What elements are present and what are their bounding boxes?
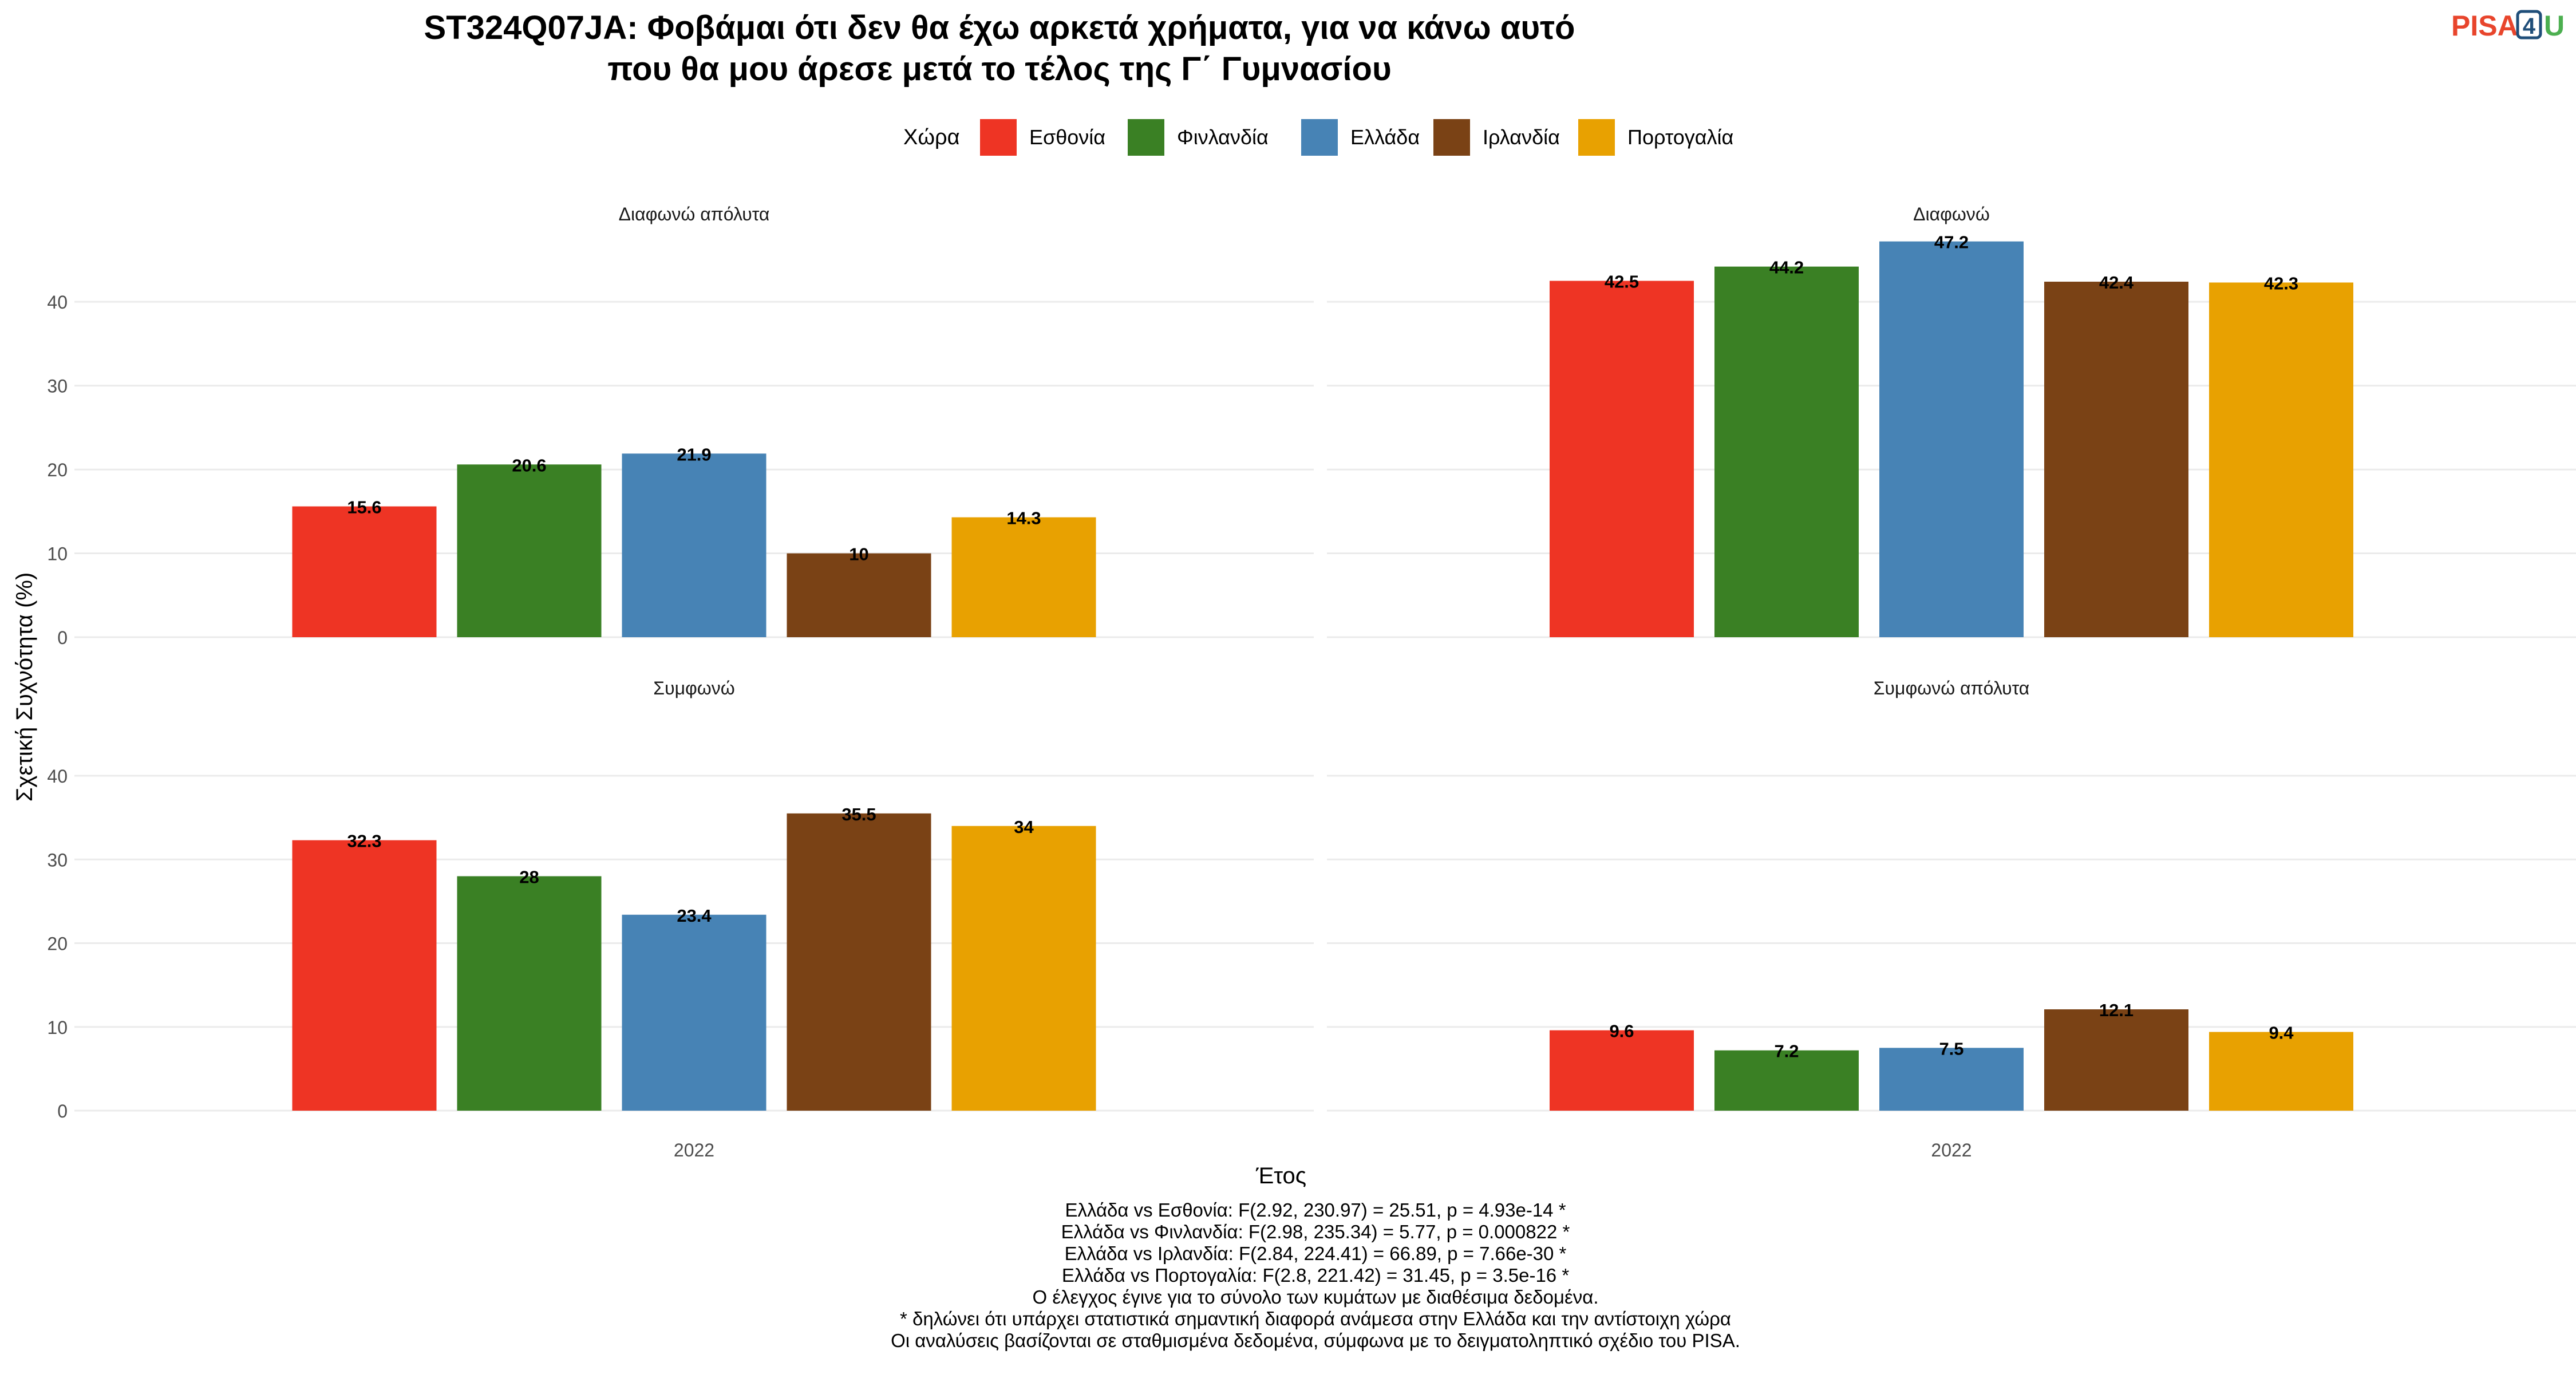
bar-Πορτογαλία <box>2209 282 2353 637</box>
panel-title-1: Διαφωνώ απόλυτα <box>619 204 770 224</box>
legend-label-1: Εσθονία <box>1029 125 1105 149</box>
chart-title-line-1: ST324Q07JA: Φοβάμαι ότι δεν θα έχω αρκετ… <box>424 9 1575 46</box>
data-label: 9.6 <box>1609 1021 1634 1041</box>
data-label: 10 <box>849 544 868 564</box>
footnote-line-7: Οι αναλύσεις βασίζονται σε σταθμισμένα δ… <box>891 1330 1740 1351</box>
bar-Ελλάδα <box>1879 241 2024 637</box>
legend-label-4: Ιρλανδία <box>1483 125 1560 149</box>
legend-swatch-4 <box>1433 119 1470 156</box>
bar-Φινλανδία <box>457 464 602 637</box>
footnote-line-4: Ελλάδα vs Πορτογαλία: F(2.8, 221.42) = 3… <box>1062 1265 1569 1286</box>
panels: Διαφωνώ απόλυτα 0 10 20 30 40 15.6 20.6 21.9 10 14… <box>47 204 2576 1160</box>
bar-Εσθονία <box>1550 281 1694 637</box>
legend-label-5: Πορτογαλία <box>1627 125 1733 149</box>
footnote-line-1: Ελλάδα vs Εσθονία: F(2.92, 230.97) = 25.… <box>1065 1199 1566 1221</box>
legend-label-2: Φινλανδία <box>1177 125 1269 149</box>
logo-text: PISA <box>2451 10 2518 42</box>
y-tick-label: 10 <box>47 1017 68 1038</box>
bar-Ιρλανδία <box>2044 1009 2188 1111</box>
y-tick-label: 30 <box>47 376 68 397</box>
bar-Φινλανδία <box>457 876 602 1111</box>
y-tick-label: 30 <box>47 850 68 870</box>
bar-Εσθονία <box>292 840 437 1111</box>
legend-swatch-3 <box>1301 119 1338 156</box>
data-label: 15.6 <box>347 498 381 518</box>
data-label: 9.4 <box>2269 1023 2294 1043</box>
bar-Ελλάδα <box>622 453 767 637</box>
x-tick-label: 2022 <box>1931 1140 1971 1160</box>
footnote-line-6: * δηλώνει ότι υπάρχει στατιστικά σημαντι… <box>900 1308 1731 1329</box>
y-axis-label: Σχετική Συχνότητα (%) <box>12 572 37 802</box>
bar-Φινλανδία <box>1714 266 1859 637</box>
chart-title-line-2: που θα μου άρεσε μετά το τέλος της Γ΄ Γυ… <box>607 50 1391 88</box>
legend-swatch-5 <box>1578 119 1615 156</box>
data-label: 32.3 <box>347 831 381 851</box>
data-label: 20.6 <box>512 455 546 475</box>
logo-digit-box <box>2516 10 2542 40</box>
data-label: 23.4 <box>677 906 712 926</box>
panel-title-4: Συμφωνώ απόλυτα <box>1874 678 2030 698</box>
x-axis-label: Έτος <box>1255 1163 1306 1189</box>
y-tick-label: 0 <box>57 627 68 648</box>
logo-letter: U <box>2544 10 2565 42</box>
pisa4u-logo: PISA 4 U <box>2451 10 2565 42</box>
bar-Εσθονία <box>1550 1030 1694 1111</box>
y-tick-label: 20 <box>47 460 68 480</box>
data-label: 42.4 <box>2099 273 2134 293</box>
data-label: 7.5 <box>1939 1039 1963 1059</box>
panel-title-2: Διαφωνώ <box>1913 204 1990 224</box>
legend-label-3: Ελλάδα <box>1350 125 1420 149</box>
data-label: 34 <box>1014 817 1034 837</box>
data-label: 35.5 <box>841 804 876 824</box>
y-tick-label: 0 <box>57 1101 68 1122</box>
footnote-line-2: Ελλάδα vs Φινλανδία: F(2.98, 235.34) = 5… <box>1061 1221 1570 1242</box>
panel-4: Συμφωνώ απόλυτα 9.6 7.2 7.5 12.1 9.4 2022 <box>1327 678 2576 1160</box>
footnote-line-3: Ελλάδα vs Ιρλανδία: F(2.84, 224.41) = 66… <box>1065 1243 1567 1264</box>
footnotes: Ελλάδα vs Εσθονία: F(2.92, 230.97) = 25.… <box>891 1199 1740 1351</box>
bar-Πορτογαλία <box>2209 1032 2353 1111</box>
data-label: 47.2 <box>1934 232 1969 252</box>
bar-Εσθονία <box>292 506 437 637</box>
legend: Χώρα Εσθονία Φινλανδία Ελλάδα Ιρλανδία Πορτο… <box>903 119 1733 156</box>
y-tick-label: 40 <box>47 766 68 787</box>
footnote-line-5: Ο έλεγχος έγινε για το σύνολο των κυμάτω… <box>1033 1286 1599 1308</box>
data-label: 14.3 <box>1006 508 1041 528</box>
data-label: 42.5 <box>1605 272 1639 292</box>
y-tick-label: 20 <box>47 934 68 954</box>
legend-swatch-2 <box>1128 119 1164 156</box>
bar-Ελλάδα <box>622 914 767 1111</box>
bar-Ιρλανδία <box>2044 282 2188 637</box>
panel-2: Διαφωνώ 42.5 44.2 47.2 42.4 42.3 <box>1327 204 2576 638</box>
y-tick-label: 10 <box>47 544 68 564</box>
panel-1: Διαφωνώ απόλυτα 0 10 20 30 40 15.6 20.6 21.9 10 14… <box>47 204 1314 648</box>
bar-Ιρλανδία <box>787 553 931 637</box>
legend-swatch-1 <box>980 119 1017 156</box>
y-tick-label: 40 <box>47 292 68 313</box>
data-label: 7.2 <box>1774 1041 1799 1061</box>
panel-3: Συμφωνώ 0 10 20 30 40 32.3 28 23.4 35.5 34 2022 <box>47 678 1314 1160</box>
logo-digit: 4 <box>2523 14 2536 39</box>
bar-Πορτογαλία <box>951 517 1096 637</box>
panel-title-3: Συμφωνώ <box>653 678 734 698</box>
bar-Ιρλανδία <box>787 813 931 1111</box>
data-label: 44.2 <box>1769 258 1804 278</box>
x-tick-label: 2022 <box>674 1140 714 1160</box>
data-label: 21.9 <box>677 444 711 464</box>
legend-title: Χώρα <box>903 125 960 149</box>
bar-Πορτογαλία <box>951 826 1096 1111</box>
bar-Φινλανδία <box>1714 1050 1859 1111</box>
bar-Ελλάδα <box>1879 1048 2024 1111</box>
data-label: 28 <box>519 867 539 887</box>
data-label: 42.3 <box>2264 273 2298 293</box>
data-label: 12.1 <box>2099 1000 2134 1020</box>
